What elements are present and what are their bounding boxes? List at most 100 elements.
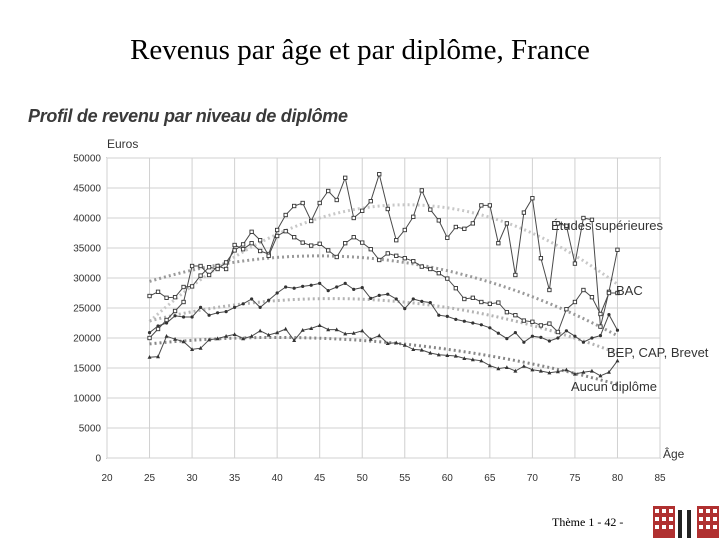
data-point: [496, 300, 501, 305]
data-point: [181, 339, 186, 344]
data-point: [164, 334, 169, 338]
data-point: [207, 313, 211, 317]
x-tick-label: 70: [527, 473, 539, 484]
y-tick-label: 35000: [73, 244, 101, 255]
trend-line-2: [149, 297, 618, 355]
data-point: [607, 313, 611, 317]
data-point: [504, 365, 509, 369]
data-point: [513, 272, 518, 278]
data-point: [250, 297, 254, 301]
data-point: [275, 233, 280, 239]
data-point: [539, 335, 543, 339]
data-point: [505, 337, 509, 341]
trend-line-0: [148, 203, 619, 323]
data-point: [164, 317, 169, 323]
data-point: [556, 336, 560, 340]
y-tick-label: 15000: [73, 364, 101, 375]
data-point: [589, 217, 595, 222]
data-point: [377, 293, 381, 297]
data-point: [224, 310, 228, 314]
data-point: [504, 221, 510, 226]
data-point: [403, 307, 407, 311]
data-point: [419, 347, 424, 352]
data-point: [317, 323, 322, 327]
data-point: [216, 311, 220, 315]
data-point: [275, 330, 280, 335]
data-point: [368, 337, 373, 341]
data-point: [223, 266, 229, 272]
data-point: [360, 286, 364, 290]
data-point: [377, 333, 382, 338]
data-point: [343, 175, 348, 180]
data-point: [198, 263, 203, 269]
data-point: [394, 297, 398, 301]
x-tick-label: 40: [272, 473, 284, 484]
data-point: [555, 329, 561, 335]
data-point: [445, 314, 449, 318]
data-point: [275, 291, 279, 295]
data-point: [283, 326, 288, 331]
data-point: [266, 253, 271, 258]
data-point: [530, 334, 534, 338]
data-point: [156, 324, 160, 328]
data-point: [292, 286, 296, 290]
data-point: [351, 331, 356, 335]
data-point: [462, 319, 466, 323]
data-point: [241, 302, 245, 306]
data-point: [590, 336, 594, 340]
data-point: [232, 242, 237, 248]
data-point: [581, 287, 586, 293]
data-point: [394, 340, 399, 345]
data-point: [343, 241, 348, 246]
data-point: [471, 321, 475, 325]
data-point: [147, 335, 152, 341]
data-point: [386, 292, 390, 296]
series-label-1: BAC: [616, 283, 643, 298]
data-point: [190, 347, 195, 351]
y-tick-label: 50000: [73, 154, 101, 165]
data-point: [496, 331, 500, 335]
data-point: [470, 295, 475, 300]
data-point: [419, 264, 424, 269]
data-point: [411, 259, 416, 264]
data-point: [206, 272, 212, 278]
data-point: [164, 295, 169, 300]
data-point: [436, 352, 441, 357]
data-point: [513, 313, 518, 318]
data-point: [470, 357, 475, 362]
data-point: [343, 281, 347, 285]
data-point: [334, 197, 339, 203]
data-point: [164, 321, 169, 325]
x-tick-label: 65: [484, 473, 496, 484]
data-point: [240, 242, 246, 247]
data-point: [232, 332, 237, 336]
data-point: [538, 368, 543, 373]
data-point: [581, 340, 586, 344]
data-point: [598, 373, 603, 378]
data-point: [343, 331, 348, 336]
x-tick-label: 60: [442, 473, 454, 484]
data-point: [283, 212, 288, 218]
data-point: [402, 256, 407, 261]
data-point: [309, 283, 313, 287]
data-point: [368, 199, 373, 204]
data-point: [453, 353, 458, 358]
data-point: [479, 323, 483, 327]
data-point: [437, 313, 441, 317]
data-point: [283, 229, 288, 234]
x-tick-label: 50: [357, 473, 369, 484]
data-point: [189, 263, 195, 269]
data-point: [240, 247, 246, 252]
data-point: [419, 188, 424, 193]
data-point: [504, 310, 510, 315]
y-tick-label: 30000: [73, 274, 101, 285]
data-point: [198, 305, 203, 309]
data-point: [155, 326, 161, 332]
data-point: [479, 203, 484, 208]
data-point: [258, 328, 263, 333]
data-point: [351, 235, 356, 240]
data-point: [249, 229, 254, 234]
data-point: [453, 286, 458, 291]
data-point: [572, 299, 578, 305]
